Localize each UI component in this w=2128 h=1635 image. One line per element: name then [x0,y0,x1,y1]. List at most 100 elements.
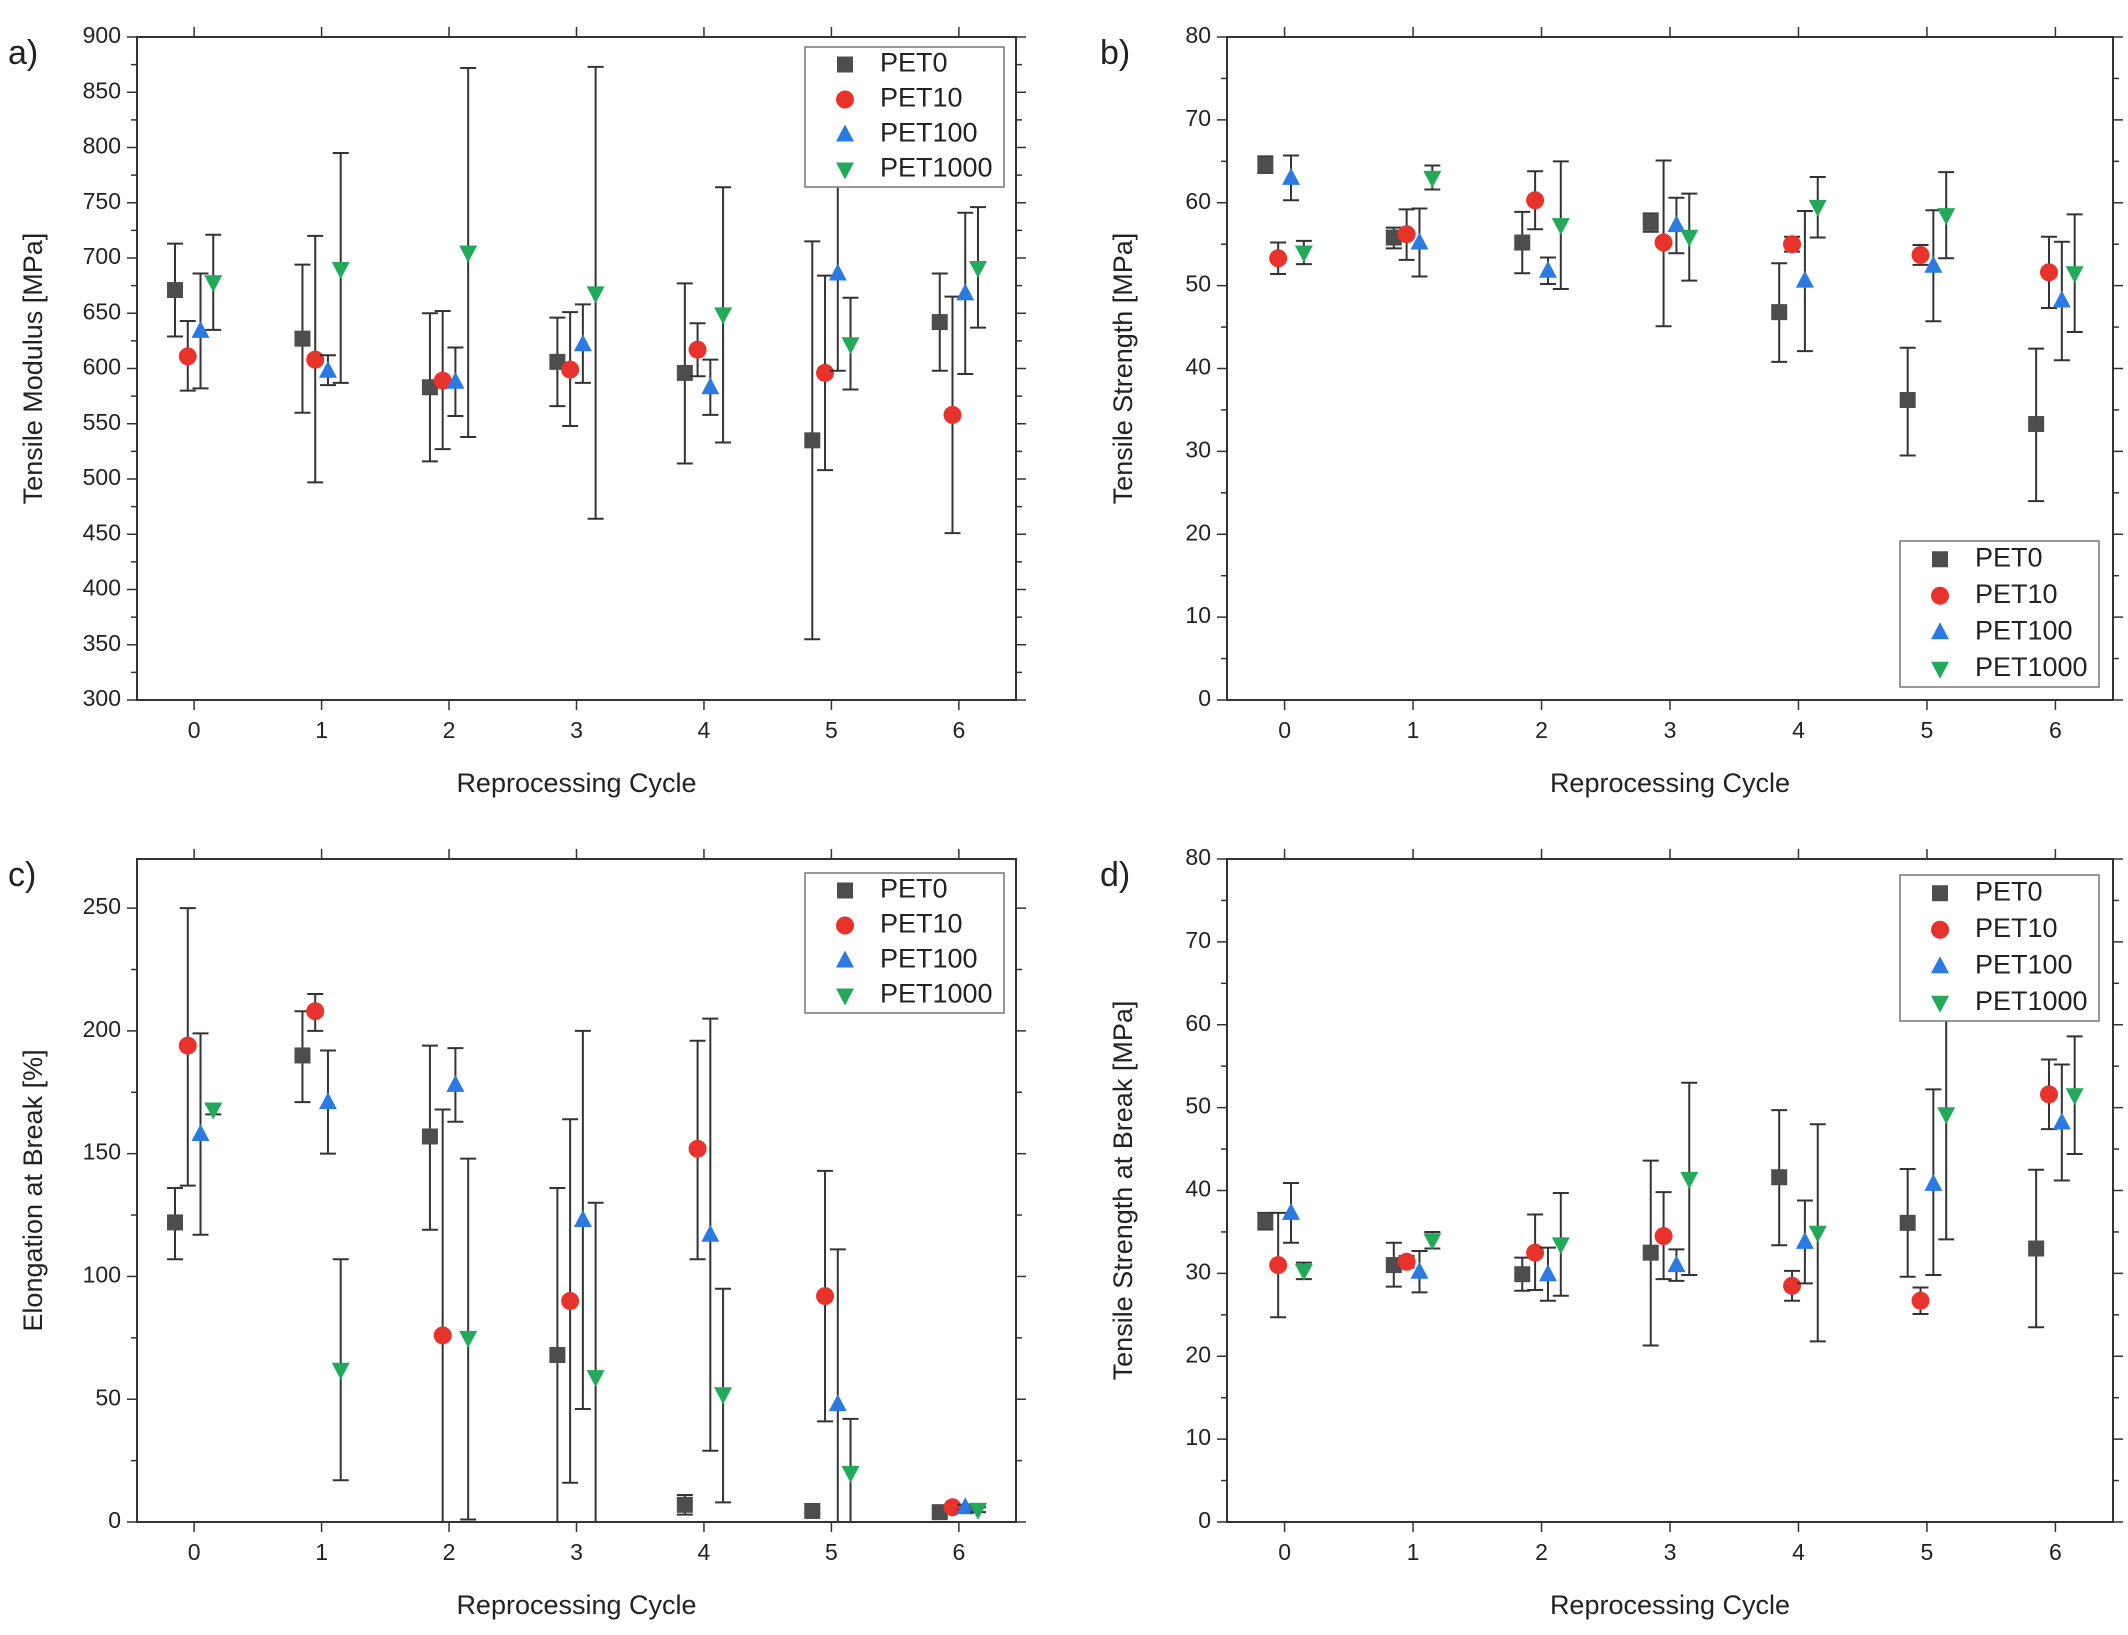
data-point [167,1214,184,1231]
x-tick-label: 6 [2049,1539,2062,1565]
data-point [1911,245,1930,264]
series-pet1000 [1294,988,2084,1343]
x-tick-label: 5 [825,717,838,743]
legend-marker [837,882,853,899]
legend-marker [1931,586,1949,605]
y-axis-title: Tensile Strength [MPa] [1108,233,1138,505]
x-tick-label: 1 [1407,717,1420,743]
panel-label: a) [8,34,38,72]
data-point [204,1102,223,1120]
data-point [204,275,223,293]
data-point [714,1387,733,1405]
data-point [1667,215,1686,233]
panel-label: d) [1100,856,1130,894]
y-tick-label: 150 [83,1139,121,1165]
data-point [1294,245,1313,263]
legend-label: PET1000 [880,153,993,183]
data-point [1937,208,1956,226]
series-pet0 [167,240,948,641]
data-point [549,1347,566,1364]
data-point [1642,1244,1659,1261]
legend-label: PET100 [880,118,978,148]
data-point [1282,1202,1301,1220]
x-tick-label: 5 [1921,717,1934,743]
series-pet0 [1257,1109,2045,1347]
panel-label: c) [8,856,36,894]
data-point [1680,229,1699,247]
legend-marker [837,56,853,73]
y-tick-label: 0 [108,1507,121,1533]
data-point [1410,1261,1429,1279]
x-tick-label: 1 [315,1539,328,1565]
data-layer [1257,988,2084,1347]
data-point [1514,234,1531,251]
x-tick-label: 0 [1278,717,1291,743]
series-pet100 [191,1017,975,1522]
data-point [586,286,605,304]
data-point [2052,1112,2071,1130]
data-point [1911,1291,1930,1310]
x-tick-label: 3 [1664,717,1677,743]
data-point [676,364,693,381]
series-pet100 [1282,1063,2071,1302]
data-point [1680,1171,1699,1189]
data-point [688,340,707,359]
legend-marker [1931,956,1949,974]
series-pet1000 [204,65,987,520]
legend: PET0 PET10 PET100 PET1000 [804,872,1005,1014]
series-pet10 [178,907,962,1522]
data-point [1899,391,1916,408]
y-tick-label: 900 [83,22,121,48]
y-tick-label: 70 [1185,927,1211,953]
data-point [1795,1231,1814,1249]
y-tick-label: 60 [1185,1010,1211,1036]
data-point [1771,1169,1788,1186]
x-tick-label: 2 [443,717,456,743]
data-point [714,307,733,325]
data-point [1538,1264,1557,1282]
legend-marker [836,950,854,968]
y-tick-label: 400 [83,575,121,601]
x-tick-label: 6 [952,1539,965,1565]
y-tick-label: 30 [1185,1258,1211,1284]
x-tick-label: 4 [698,1539,711,1565]
legend-label: PET0 [1975,542,2043,572]
data-point [2028,416,2045,433]
legend-label: PET1000 [1975,652,2088,682]
x-tick-label: 4 [1792,1539,1805,1565]
x-tick-label: 6 [2049,717,2062,743]
data-point [1282,167,1301,185]
y-tick-label: 700 [83,243,121,269]
x-tick-label: 3 [570,717,583,743]
y-tick-label: 350 [83,630,121,656]
x-tick-label: 4 [1792,717,1805,743]
legend-label: PET0 [880,874,948,904]
data-point [446,1074,465,1092]
data-point [421,379,438,396]
data-point [1397,225,1416,244]
legend-marker [836,988,854,1006]
legend-marker [1931,995,1949,1013]
y-tick-label: 800 [83,133,121,159]
data-point [1526,191,1545,210]
x-tick-label: 2 [1535,1539,1548,1565]
legend-marker [1931,920,1949,939]
data-point [828,263,847,281]
legend-label: PET1000 [1975,986,2088,1016]
x-tick-label: 2 [1535,717,1548,743]
data-point [701,377,720,395]
y-tick-label: 20 [1185,519,1211,545]
x-axis-title: Reprocessing Cycle [1550,1590,1790,1620]
y-tick-label: 650 [83,298,121,324]
y-tick-label: 80 [1185,844,1211,870]
y-tick-label: 60 [1185,188,1211,214]
data-point [549,353,566,370]
chart-panel-1: a)30035040045050055060065070075080085090… [8,22,1026,798]
legend-marker [836,90,854,109]
data-point [318,360,337,378]
data-point [421,1128,438,1145]
y-tick-label: 80 [1185,22,1211,48]
data-point [1269,1256,1288,1275]
data-point [1654,233,1673,252]
data-point [1294,1263,1313,1281]
